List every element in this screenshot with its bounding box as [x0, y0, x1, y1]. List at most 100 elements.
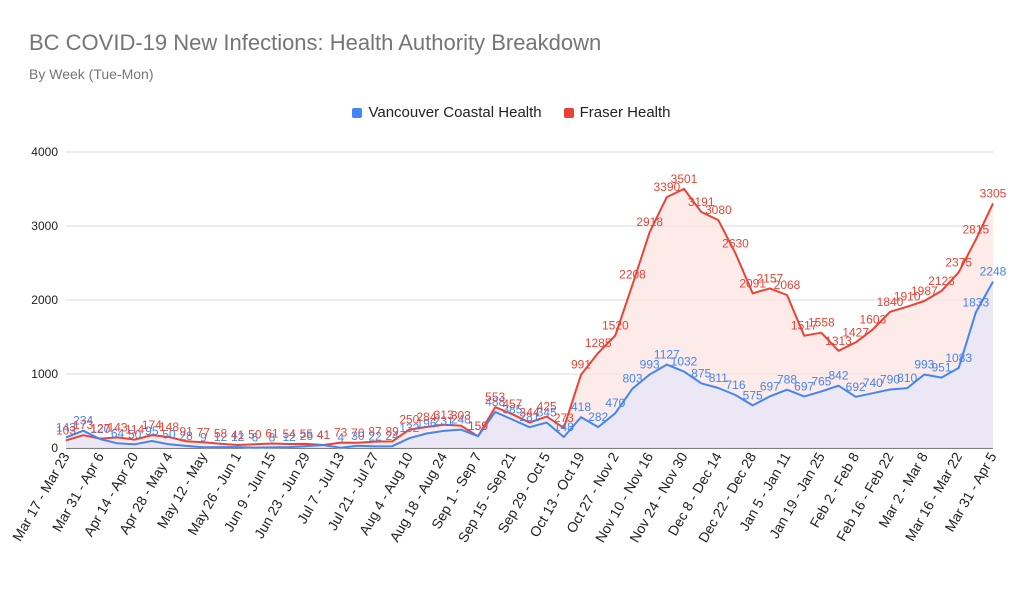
data-label-fraser: 313	[434, 408, 454, 422]
data-label-fraser: 103	[56, 423, 76, 437]
data-label-fraser: 344	[519, 406, 539, 420]
series-line-vch	[65, 281, 994, 449]
data-label-vch: 196	[416, 416, 436, 430]
data-label-vch: 41	[317, 428, 331, 442]
data-label-fraser: 41	[231, 428, 245, 442]
data-label-vch: 12	[231, 430, 245, 444]
data-label-vch: 810	[897, 371, 917, 385]
data-label-vch: 12	[282, 430, 296, 444]
data-label-fraser: 273	[554, 411, 574, 425]
y-tick-label: 3000	[31, 219, 58, 233]
data-label-vch: 281	[519, 410, 539, 424]
data-label-vch: 1127	[654, 348, 680, 362]
data-label-fraser: 50	[248, 427, 262, 441]
data-label-vch: 951	[931, 361, 951, 375]
data-label-vch: 6	[251, 431, 258, 445]
data-label-vch: 740	[863, 376, 883, 390]
data-label-fraser: 87	[368, 425, 382, 439]
data-label-fraser: 2157	[756, 271, 783, 285]
data-label-fraser: 1313	[825, 334, 852, 348]
data-label-vch: 8	[269, 430, 276, 444]
data-label-fraser: 54	[282, 427, 296, 441]
data-label-fraser: 61	[265, 426, 279, 440]
data-label-vch: 697	[794, 379, 814, 393]
data-label-vch: 9	[200, 430, 207, 444]
data-label-vch: 692	[846, 380, 866, 394]
data-label-fraser: 250	[399, 413, 419, 427]
data-label-fraser: 284	[416, 410, 436, 424]
data-label-fraser: 425	[537, 400, 557, 414]
data-label-vch: 716	[725, 378, 745, 392]
data-label-fraser: 553	[485, 390, 505, 404]
series-line-fraser	[65, 187, 994, 446]
data-label-vch: 993	[914, 358, 934, 372]
chart-subtitle: By Week (Tue-Mon)	[29, 66, 154, 82]
data-label-vch: 875	[691, 366, 711, 380]
data-label-vch: 470	[605, 396, 625, 410]
data-label-vch: 24	[385, 429, 399, 443]
data-label-vch: 4	[337, 431, 344, 445]
data-label-vch: 95	[145, 424, 159, 438]
data-label-fraser: 2815	[962, 223, 989, 237]
data-label-fraser: 1603	[859, 312, 886, 326]
legend: Vancouver Coastal Health Fraser Health	[0, 104, 1023, 121]
y-tick-label: 2000	[31, 293, 58, 307]
data-label-vch: 488	[485, 395, 505, 409]
data-label-vch: 1032	[671, 355, 698, 369]
data-label-vch: 50	[128, 427, 142, 441]
data-label-fraser: 173	[73, 418, 93, 432]
data-label-vch: 12	[214, 430, 228, 444]
data-label-fraser: 174	[142, 418, 162, 432]
data-label-fraser: 73	[334, 426, 348, 440]
y-tick-label: 4000	[31, 145, 58, 159]
data-label-fraser: 127	[90, 422, 110, 436]
data-label-vch: 22	[368, 429, 382, 443]
data-label-vch: 234	[73, 414, 93, 428]
data-label-vch: 418	[571, 400, 591, 414]
data-label-vch: 148	[554, 420, 574, 434]
data-label-vch: 803	[622, 372, 642, 386]
legend-item-fraser[interactable]: Fraser Health	[563, 104, 671, 121]
data-label-fraser: 70	[351, 426, 365, 440]
data-label-fraser: 91	[179, 424, 193, 438]
data-label-fraser: 303	[451, 409, 471, 423]
data-label-fraser: 3080	[705, 203, 732, 217]
data-label-vch: 64	[111, 426, 125, 440]
chart-title: BC COVID-19 New Infections: Health Autho…	[29, 30, 602, 55]
data-label-vch: 345	[537, 405, 557, 419]
data-label-fraser: 2208	[619, 268, 646, 282]
data-label-fraser: 2918	[636, 215, 663, 229]
data-label-fraser: 1987	[911, 284, 938, 298]
area-vch	[66, 281, 993, 448]
data-label-fraser: 1517	[791, 319, 818, 333]
data-label-fraser: 1285	[585, 336, 612, 350]
data-label-fraser: 1558	[808, 316, 835, 330]
data-label-vch: 282	[588, 410, 608, 424]
data-label-fraser: 89	[385, 424, 399, 438]
data-label-fraser: 58	[214, 427, 228, 441]
data-label-vch: 765	[811, 374, 831, 388]
data-label-fraser: 3191	[688, 195, 715, 209]
data-label-vch: 231	[434, 414, 454, 428]
data-label-fraser: 3501	[671, 172, 698, 186]
data-label-vch: 2248	[980, 265, 1007, 279]
data-label-fraser: 3390	[653, 180, 680, 194]
data-label-vch: 842	[828, 369, 848, 383]
data-label-vch: 697	[760, 379, 780, 393]
legend-item-vch[interactable]: Vancouver Coastal Health	[352, 104, 542, 121]
data-label-vch: 248	[451, 413, 471, 427]
data-label-vch: 811	[709, 371, 728, 385]
data-label-vch: 1833	[962, 295, 989, 309]
legend-swatch-fraser	[563, 107, 574, 118]
data-label-fraser: 77	[197, 425, 211, 439]
data-label-fraser: 2630	[722, 236, 749, 250]
data-label-vch: 1083	[945, 351, 972, 365]
data-label-fraser: 2068	[774, 278, 801, 292]
data-label-fraser: 1910	[894, 290, 921, 304]
y-tick-label: 1000	[31, 367, 58, 381]
data-label-fraser: 148	[159, 420, 179, 434]
data-label-fraser: 2375	[945, 255, 972, 269]
y-tick-label: 0	[51, 441, 58, 455]
